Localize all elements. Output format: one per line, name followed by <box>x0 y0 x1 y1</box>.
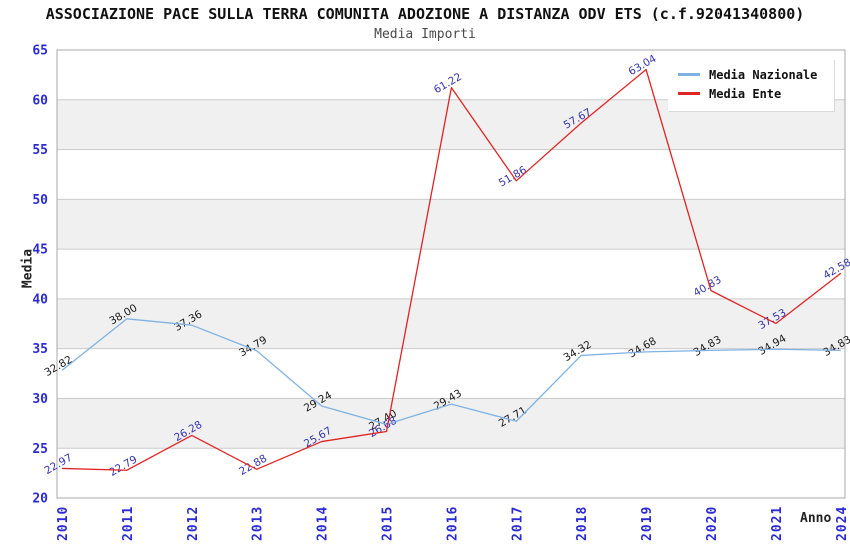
legend-label: Media Ente <box>709 86 782 101</box>
y-tick-label: 20 <box>32 492 48 507</box>
data-point-label: 22.88 <box>237 453 269 478</box>
y-tick-label: 55 <box>32 143 48 158</box>
y-axis-title: Media <box>20 248 36 289</box>
legend: Media Nazionale Media Ente <box>668 59 834 111</box>
x-tick-label: 2016 <box>445 506 460 541</box>
x-tick-label: 2020 <box>705 506 720 541</box>
y-tick-label: 40 <box>32 292 48 307</box>
series-line-media-ente <box>61 68 842 471</box>
legend-item-media-ente: Media Ente <box>678 84 824 103</box>
grid-band <box>57 398 845 449</box>
x-tick-label: 2024 <box>835 506 850 541</box>
y-tick-label: 65 <box>32 44 48 59</box>
grid-band <box>57 298 845 349</box>
y-tick-label: 35 <box>32 342 48 357</box>
data-point-label: 32.82 <box>42 354 74 379</box>
y-tick-label: 60 <box>32 93 48 108</box>
x-tick-label: 2021 <box>770 506 785 541</box>
data-point-label: 61.22 <box>432 71 464 96</box>
chart-subtitle: Media Importi <box>374 27 476 42</box>
x-tick-label: 2015 <box>381 506 396 541</box>
chart-title: ASSOCIAZIONE PACE SULLA TERRA COMUNITA A… <box>45 5 805 23</box>
x-tick-label: 2019 <box>640 506 655 541</box>
x-tick-label: 2012 <box>186 506 201 541</box>
x-tick-label: 2011 <box>121 506 136 541</box>
y-tick-label: 30 <box>32 392 48 407</box>
data-point-label: 63.04 <box>627 53 659 79</box>
x-tick-label: 2014 <box>316 506 331 541</box>
x-tick-label: 2018 <box>575 506 590 541</box>
y-tick-label: 45 <box>32 243 48 258</box>
y-tick-label: 50 <box>32 193 48 208</box>
x-tick-label: 2017 <box>510 506 525 541</box>
series-line-media-nazionale <box>61 318 841 425</box>
legend-line-swatch-red <box>678 92 700 95</box>
plot-frame <box>56 49 846 499</box>
legend-label: Media Nazionale <box>709 67 818 82</box>
x-axis-title: Anno <box>800 511 832 526</box>
legend-line-swatch-blue <box>678 73 700 76</box>
x-tick-label: 2010 <box>56 506 71 541</box>
x-tick-label: 2013 <box>251 506 266 541</box>
legend-item-media-nazionale: Media Nazionale <box>678 65 824 84</box>
y-tick-label: 25 <box>32 442 48 457</box>
grid-band <box>57 199 845 250</box>
